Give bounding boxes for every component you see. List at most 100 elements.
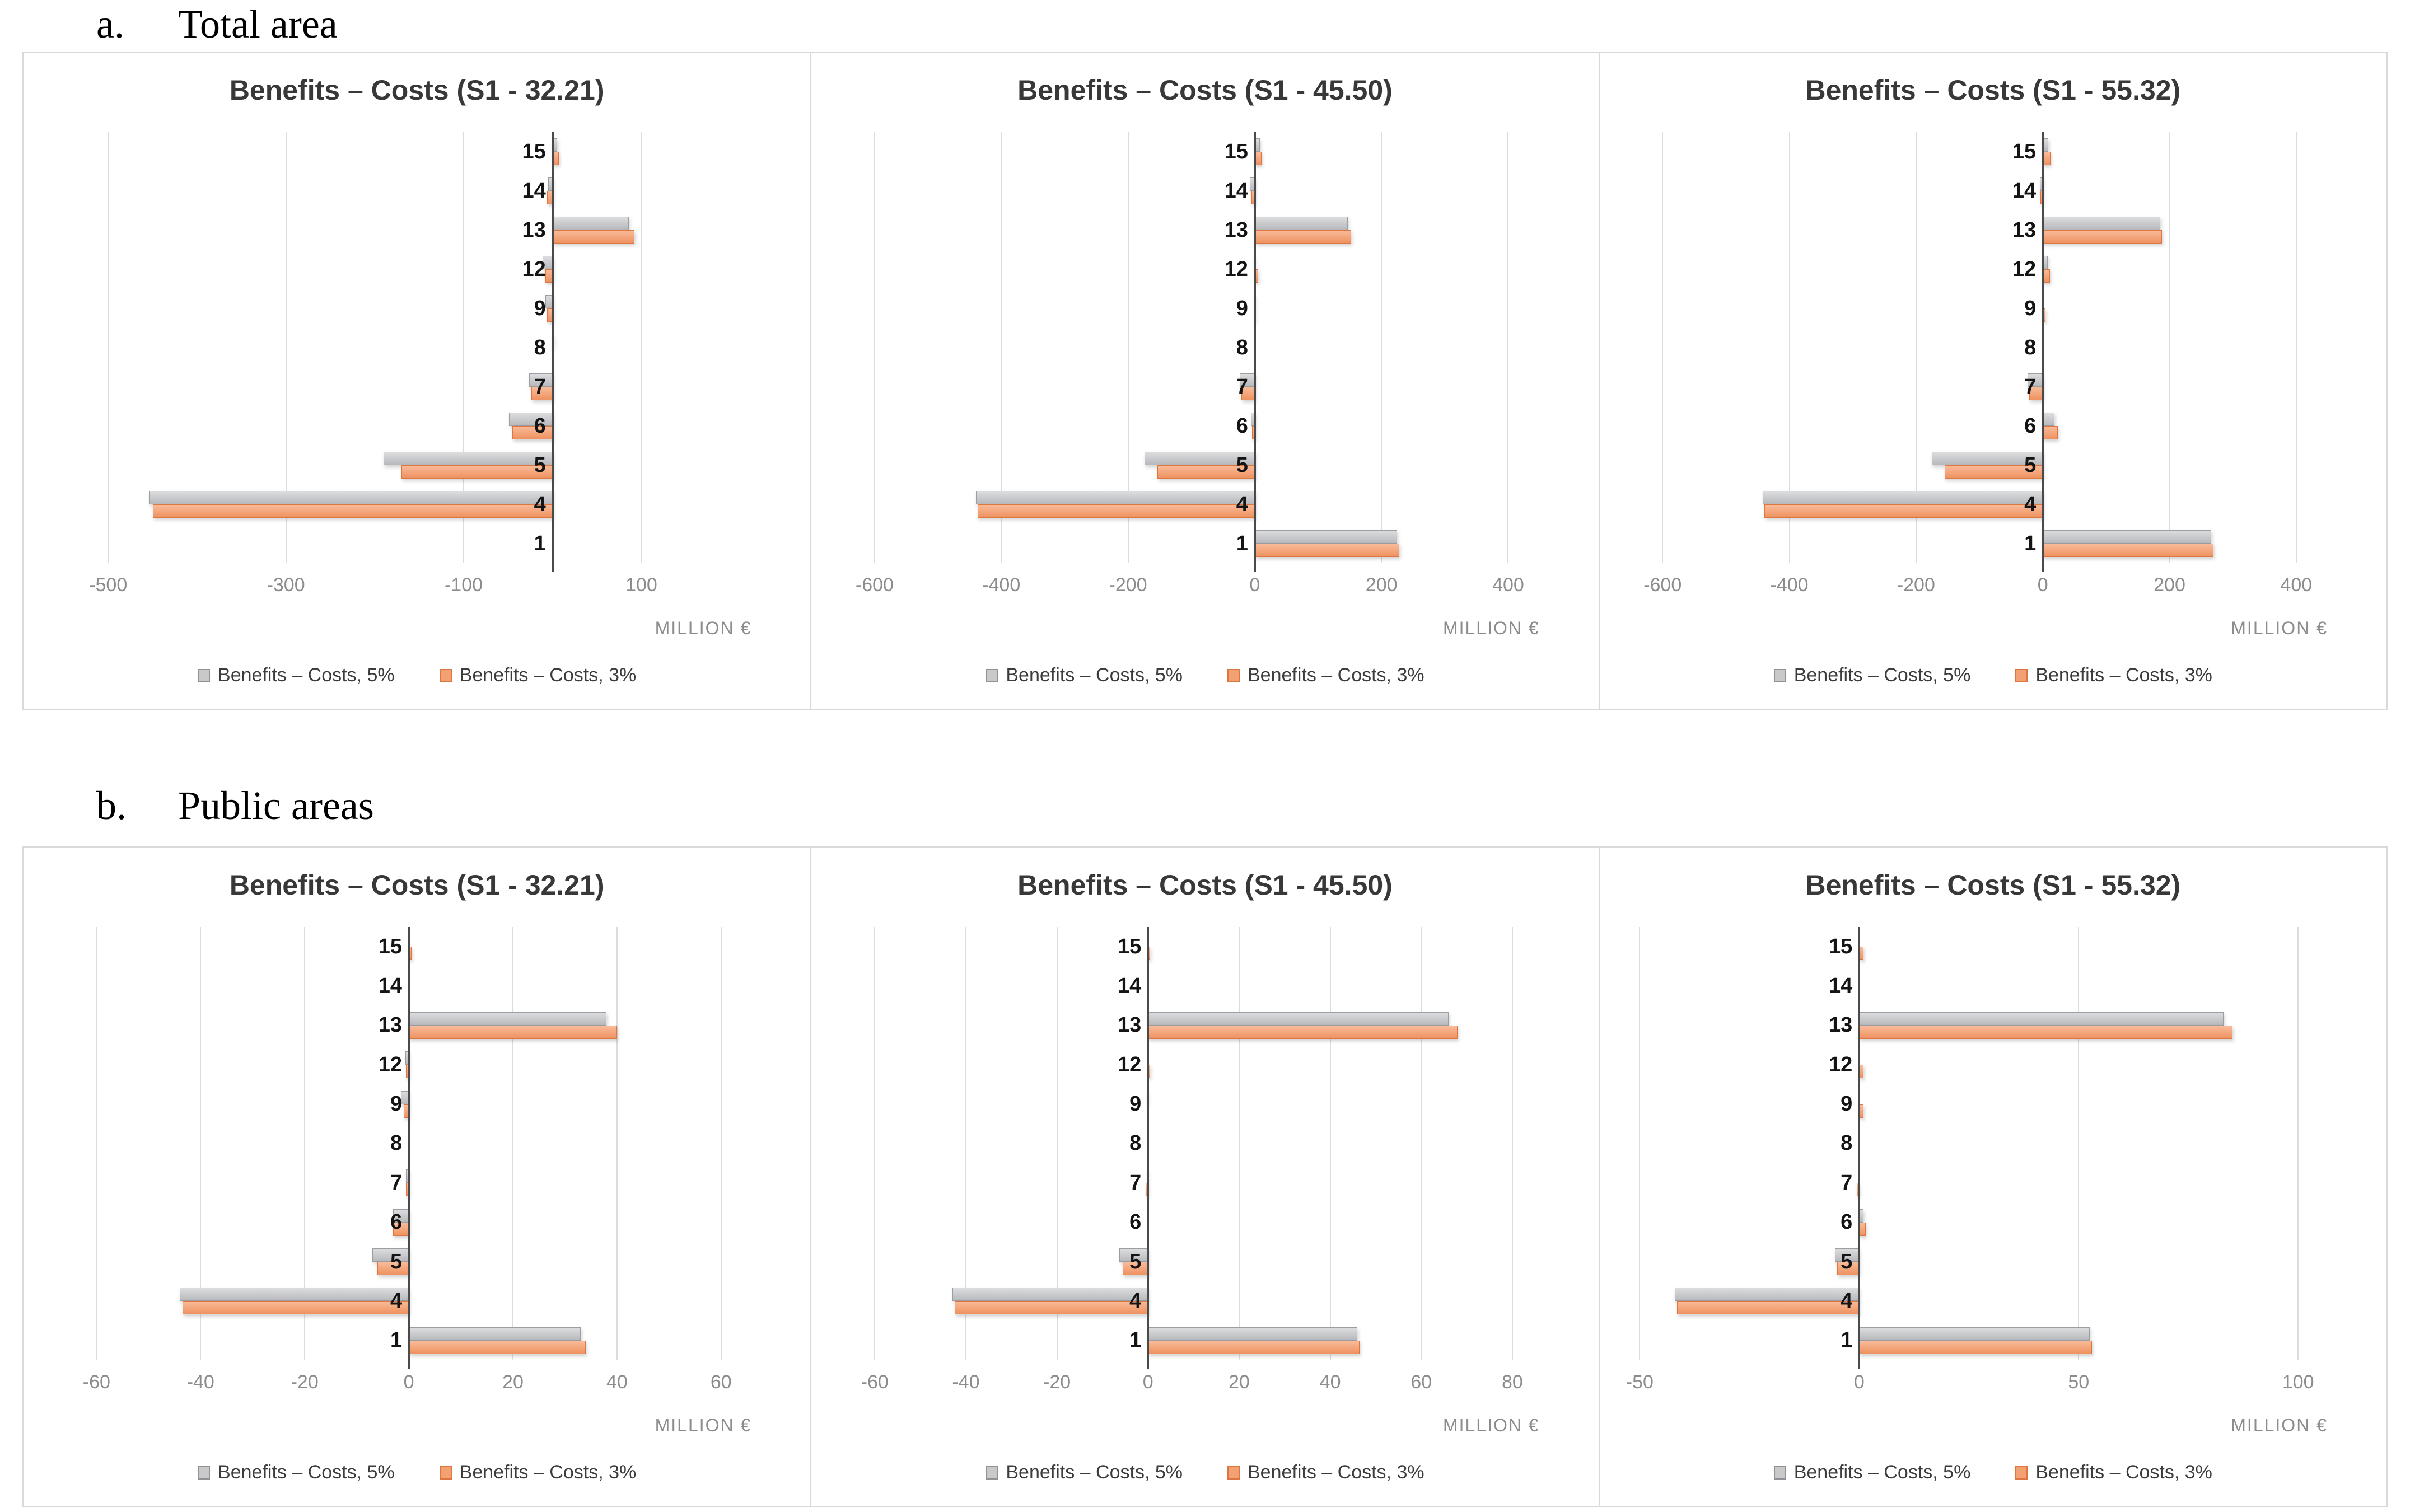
category-label: 6 xyxy=(390,1210,403,1234)
gridline xyxy=(1511,927,1513,1360)
gridline xyxy=(2078,927,2080,1360)
legend-swatch-5pct-icon xyxy=(986,1466,998,1480)
legend: Benefits – Costs, 5% Benefits – Costs, 3… xyxy=(811,664,1598,686)
bar-3pct xyxy=(409,1340,586,1354)
bar-3pct xyxy=(1944,465,2043,479)
bar-3pct xyxy=(1148,1025,1458,1039)
x-tick-label: 50 xyxy=(2068,1371,2090,1393)
category-label: 14 xyxy=(378,974,403,998)
gridline xyxy=(874,132,875,563)
bar-3pct xyxy=(401,465,553,479)
category-label: 6 xyxy=(1236,414,1248,438)
gridline xyxy=(1001,132,1002,563)
category-label: 13 xyxy=(2012,218,2037,242)
zero-axis-line xyxy=(552,132,554,572)
legend-label-3pct: Benefits – Costs, 3% xyxy=(2035,1462,2212,1483)
category-label: 8 xyxy=(1841,1131,1853,1155)
bar-5pct xyxy=(149,491,553,504)
category-label: 6 xyxy=(2024,414,2037,438)
x-tick-label: -600 xyxy=(855,574,894,596)
bar-5pct xyxy=(552,217,629,230)
category-label: 1 xyxy=(1841,1328,1853,1352)
category-label: 5 xyxy=(1236,453,1248,477)
gridline xyxy=(512,927,513,1360)
x-tick-label: -200 xyxy=(1897,574,1935,596)
x-axis-ticks: -60 -40 -20 0 20 40 60 xyxy=(55,1368,783,1399)
x-tick-label: 40 xyxy=(1319,1371,1341,1393)
legend-label-5pct: Benefits – Costs, 5% xyxy=(1006,1462,1183,1483)
legend: Benefits – Costs, 5% Benefits – Costs, 3… xyxy=(1600,664,2386,686)
legend-label-5pct: Benefits – Costs, 5% xyxy=(1794,664,1971,686)
x-tick-label: -40 xyxy=(952,1371,980,1393)
legend-label-3pct: Benefits – Costs, 3% xyxy=(1247,664,1424,686)
bar-3pct xyxy=(182,1301,409,1315)
gridline xyxy=(1639,927,1641,1360)
legend-swatch-3pct-icon xyxy=(1227,1466,1240,1480)
bar-3pct xyxy=(1148,1340,1360,1354)
x-axis-title: MILLION € xyxy=(655,1415,752,1435)
bar-5pct xyxy=(1148,1012,1449,1026)
category-label: 12 xyxy=(2012,257,2037,281)
x-tick-label: 60 xyxy=(1410,1371,1432,1393)
zero-axis-line xyxy=(1147,927,1150,1369)
category-label: 4 xyxy=(1129,1289,1142,1313)
legend-item-3pct: Benefits – Costs, 3% xyxy=(2015,1462,2212,1483)
x-tick-label: 0 xyxy=(1249,574,1260,596)
bar-5pct xyxy=(401,1090,409,1104)
legend-label-3pct: Benefits – Costs, 3% xyxy=(459,664,637,686)
category-label: 14 xyxy=(1117,974,1142,998)
category-label: 4 xyxy=(2024,492,2037,516)
chart-public-s1-55-32: Benefits – Costs (S1 - 55.32) 15 14 13 12 9 8… xyxy=(1598,848,2386,1506)
bar-3pct xyxy=(552,230,634,244)
bar-3pct xyxy=(2043,544,2213,557)
category-label: 1 xyxy=(1129,1328,1142,1352)
bar-5pct xyxy=(409,1012,607,1026)
gridline xyxy=(1381,132,1383,563)
x-tick-label: -50 xyxy=(1626,1371,1654,1393)
category-label: 8 xyxy=(1236,335,1248,359)
category-label: 7 xyxy=(1236,375,1248,399)
bar-3pct xyxy=(2043,426,2058,439)
x-tick-label: 0 xyxy=(1142,1371,1153,1393)
x-tick-label: -300 xyxy=(267,574,305,596)
x-tick-label: 80 xyxy=(1502,1371,1523,1393)
legend-label-5pct: Benefits – Costs, 5% xyxy=(1794,1462,1971,1483)
category-label: 9 xyxy=(2024,296,2037,320)
legend-label-5pct: Benefits – Costs, 5% xyxy=(1006,664,1183,686)
plot-area: 15 14 13 12 9 8 7 6 5 4 1 xyxy=(55,132,783,572)
chart-title: Benefits – Costs (S1 - 55.32) xyxy=(1805,74,2181,106)
gridline xyxy=(463,132,464,563)
bar-3pct xyxy=(531,387,553,400)
gridline xyxy=(96,927,97,1360)
category-label: 15 xyxy=(1117,934,1142,958)
category-label: 5 xyxy=(2024,453,2037,477)
category-label: 12 xyxy=(522,257,546,281)
gridline xyxy=(874,927,876,1360)
bar-3pct xyxy=(1254,230,1351,244)
x-tick-label: 200 xyxy=(2154,574,2185,596)
category-label: 7 xyxy=(2024,375,2037,399)
x-axis-ticks: -50 0 50 100 xyxy=(1626,1368,2360,1399)
category-label: 13 xyxy=(1117,1013,1142,1037)
legend-swatch-5pct-icon xyxy=(1773,668,1786,682)
legend-item-5pct: Benefits – Costs, 5% xyxy=(986,1462,1183,1483)
legend-label-5pct: Benefits – Costs, 5% xyxy=(218,664,395,686)
legend-swatch-5pct-icon xyxy=(1773,1466,1786,1480)
legend-item-3pct: Benefits – Costs, 3% xyxy=(439,1462,636,1483)
category-label: 5 xyxy=(1129,1249,1142,1274)
bar-5pct xyxy=(1144,452,1255,465)
gridline xyxy=(1127,132,1129,563)
chart-title: Benefits – Costs (S1 - 45.50) xyxy=(1017,869,1393,901)
gridline xyxy=(1788,132,1790,563)
bar-5pct xyxy=(1119,1248,1148,1262)
bar-5pct xyxy=(952,1288,1148,1302)
x-axis-title: MILLION € xyxy=(655,618,752,638)
legend: Benefits – Costs, 5% Benefits – Costs, 3… xyxy=(24,1462,810,1483)
legend-item-5pct: Benefits – Costs, 5% xyxy=(1773,664,1971,686)
bar-5pct xyxy=(1675,1288,1860,1302)
x-tick-label: 200 xyxy=(1365,574,1398,596)
category-label: 9 xyxy=(1841,1092,1853,1116)
category-label: 9 xyxy=(1236,296,1248,320)
figure-label-b-number: b. xyxy=(96,783,127,828)
figure-label-a-text: Total area xyxy=(178,2,338,46)
